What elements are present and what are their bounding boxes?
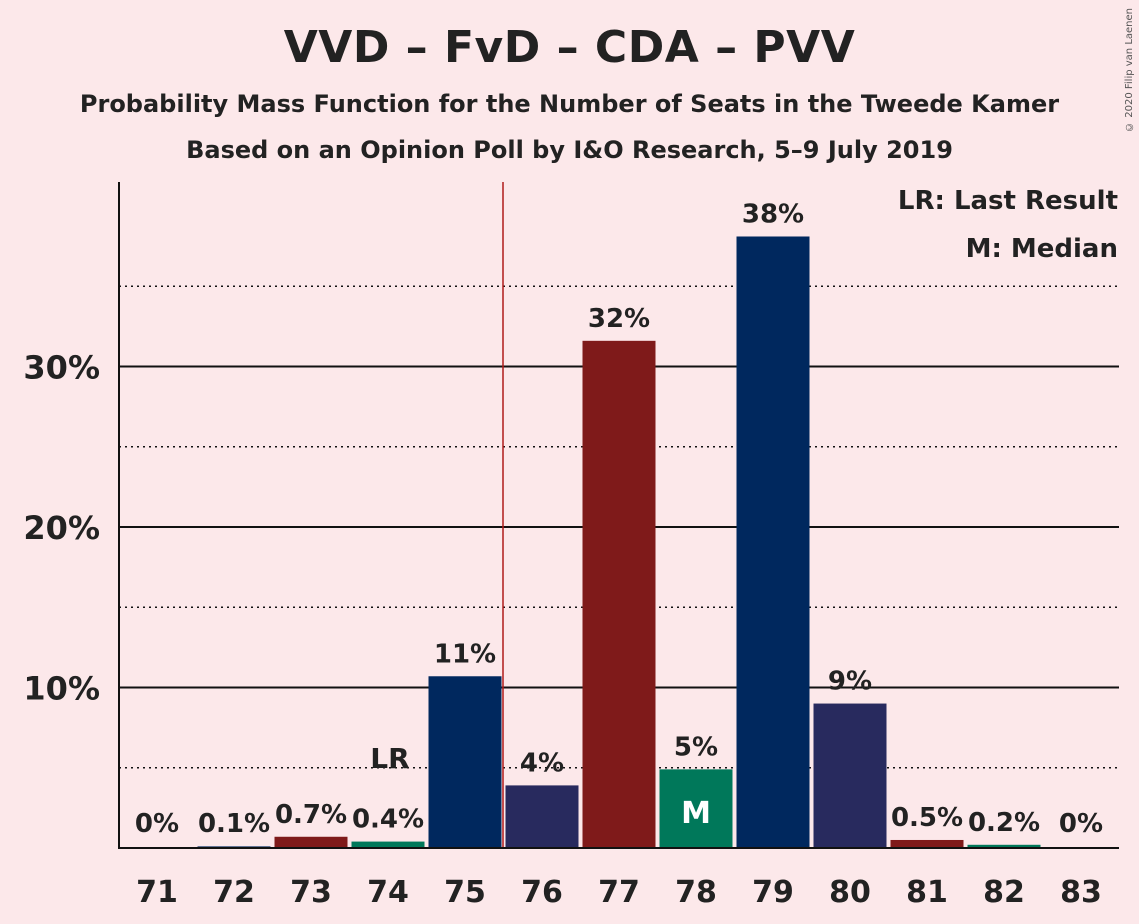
bar-value-label: 9% — [828, 667, 872, 697]
x-tick-label: 79 — [752, 875, 794, 910]
bar-value-label: 32% — [588, 304, 650, 334]
bar-seats-77 — [582, 340, 656, 848]
bar-seats-81 — [890, 839, 964, 848]
median-marker: M — [681, 796, 711, 831]
bar-value-label: 0% — [135, 809, 179, 839]
bar-seats-82 — [967, 844, 1041, 848]
x-tick-label: 83 — [1060, 875, 1102, 910]
bar-value-label: 0.5% — [891, 803, 963, 833]
x-tick-label: 81 — [906, 875, 948, 910]
bar-seats-79 — [736, 236, 810, 848]
bar-value-label: 5% — [674, 732, 718, 762]
bar-value-label: 0.2% — [968, 808, 1040, 838]
x-tick-label: 78 — [675, 875, 717, 910]
bar-seats-80 — [813, 703, 887, 848]
chart-subtitle-source: Based on an Opinion Poll by I&O Research… — [186, 136, 953, 164]
y-tick-label: 20% — [23, 509, 100, 547]
y-tick-label: 30% — [23, 349, 100, 387]
legend-median: M: Median — [966, 234, 1118, 264]
bar-value-label: 11% — [434, 639, 496, 669]
x-tick-label: 82 — [983, 875, 1025, 910]
bar-seats-73 — [274, 836, 348, 848]
x-tick-label: 73 — [290, 875, 332, 910]
bar-value-label: 0% — [1059, 809, 1103, 839]
bar-value-label: 0.4% — [352, 805, 424, 835]
legend-last-result: LR: Last Result — [898, 186, 1118, 216]
x-tick-label: 80 — [829, 875, 871, 910]
x-tick-label: 71 — [136, 875, 178, 910]
bar-seats-74 — [351, 841, 425, 848]
chart-title: VVD – FvD – CDA – PVV — [283, 22, 856, 73]
bar-value-label: 0.1% — [198, 809, 270, 839]
bar-value-label: 0.7% — [275, 800, 347, 830]
bar-seats-76 — [505, 785, 579, 848]
last-result-marker: LR — [370, 742, 409, 775]
x-tick-label: 74 — [367, 875, 409, 910]
y-tick-label: 10% — [23, 670, 100, 708]
chart-subtitle: Probability Mass Function for the Number… — [79, 90, 1060, 118]
x-tick-label: 72 — [213, 875, 255, 910]
x-tick-label: 76 — [521, 875, 563, 910]
bar-seats-78 — [659, 769, 733, 848]
bar-value-label: 4% — [520, 748, 564, 778]
x-tick-label: 75 — [444, 875, 486, 910]
bar-seats-75 — [428, 676, 502, 848]
bar-value-label: 38% — [742, 199, 804, 229]
x-tick-label: 77 — [598, 875, 640, 910]
